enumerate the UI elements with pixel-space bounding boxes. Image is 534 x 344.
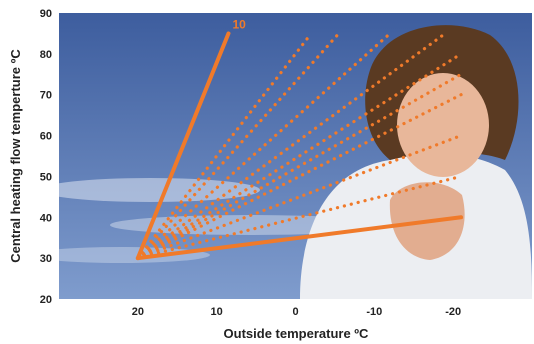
dotted-curve-2 [136,31,341,260]
dotted-curve-5 [136,52,463,260]
dotted-curve-8 [136,133,463,260]
child-face [397,73,489,177]
y-tick-label: 20 [40,294,52,306]
dotted-curve-1 [136,31,313,260]
cloud [59,178,260,202]
x-tick-label: 10 [211,306,223,318]
x-axis-title: Outside temperature ºC [224,326,370,341]
y-tick-label: 30 [40,253,52,265]
y-tick-label: 70 [40,90,52,102]
y-tick-label: 60 [40,131,52,143]
solid-curve-0 [135,31,231,261]
child-figure [300,25,532,299]
x-tick-label: -10 [366,306,382,318]
x-tick-label: 0 [292,306,298,318]
curve-label: 10 [232,17,246,31]
dotted-curve-9 [136,174,463,260]
curves-layer: 10 [135,17,464,261]
x-tick-label: -20 [445,306,461,318]
y-tick-label: 80 [40,49,52,61]
cloud [59,247,210,263]
y-tick-label: 40 [40,212,52,224]
axes-layer: 20 30 40 50 60 70 80 90 20 10 0 -10 -20 [40,8,461,318]
y-axis-title: Central heating flow temperture ºC [8,49,23,263]
solid-curve-10 [135,215,464,261]
dotted-curve-3 [136,31,392,260]
dotted-curve-6 [136,72,463,260]
x-tick-label: 20 [132,306,144,318]
dotted-curve-4 [136,31,447,260]
y-tick-label: 90 [40,8,52,20]
y-tick-label: 50 [40,171,52,183]
